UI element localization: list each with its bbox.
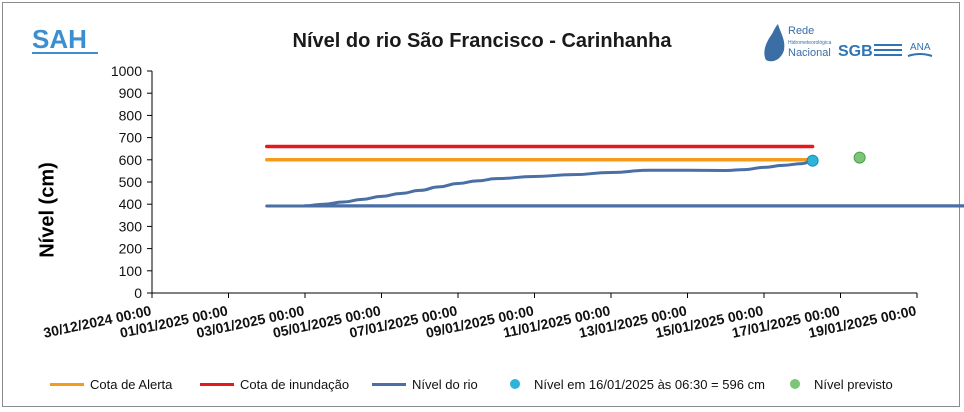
legend-swatch-nivel-atual xyxy=(510,379,520,389)
svg-text:ANA: ANA xyxy=(910,42,931,53)
y-tick-label: 300 xyxy=(119,218,143,234)
y-tick-label: 0 xyxy=(134,285,142,301)
y-tick-label: 600 xyxy=(119,152,143,168)
legend-label-inundacao: Cota de inundação xyxy=(240,376,350,392)
y-tick-label: 700 xyxy=(119,130,143,146)
y-tick-label: 100 xyxy=(119,263,143,279)
legend-item-alerta: Cota de Alerta xyxy=(50,373,172,395)
y-tick-label: 900 xyxy=(119,85,143,101)
svg-text:Rede: Rede xyxy=(788,25,814,37)
svg-text:SGB: SGB xyxy=(838,43,873,60)
y-tick-label: 1000 xyxy=(111,63,142,79)
legend-swatch-previsto xyxy=(790,379,800,389)
network-logos: Rede Hidrometeorológica Nacional SGB ANA xyxy=(764,24,933,62)
legend-item-rio: Nível do rio xyxy=(372,373,478,395)
legend-label-nivel-atual: Nível em 16/01/2025 às 06:30 = 596 cm xyxy=(534,376,765,392)
svg-text:SAH: SAH xyxy=(32,26,87,54)
legend-item-nivel-atual: Nível em 16/01/2025 às 06:30 = 596 cm xyxy=(500,373,765,395)
sah-logo: SAH xyxy=(32,26,98,54)
forecast-point xyxy=(853,151,866,164)
legend-label-rio: Nível do rio xyxy=(412,376,478,392)
chart-title: Nível do rio São Francisco - Carinhanha xyxy=(292,30,672,52)
svg-text:Nacional: Nacional xyxy=(788,47,831,59)
y-tick-label: 400 xyxy=(119,196,143,212)
legend-label-alerta: Cota de Alerta xyxy=(90,376,173,392)
legend-swatch-rio xyxy=(372,382,406,386)
y-tick-label: 500 xyxy=(119,174,143,190)
legend-item-inundacao: Cota de inundação xyxy=(200,373,349,395)
svg-text:Hidrometeorológica: Hidrometeorológica xyxy=(788,40,832,46)
legend-item-previsto: Nível previsto xyxy=(780,373,893,395)
legend-label-previsto: Nível previsto xyxy=(814,376,893,392)
y-tick-label: 800 xyxy=(119,107,143,123)
legend-swatch-alerta xyxy=(50,382,84,386)
legend: Cota de Alerta Cota de inundação Nível d… xyxy=(40,373,940,395)
legend-swatch-inundacao xyxy=(200,382,234,386)
current-level-point xyxy=(806,154,819,167)
river-level-line xyxy=(265,159,964,208)
y-tick-label: 200 xyxy=(119,241,143,257)
